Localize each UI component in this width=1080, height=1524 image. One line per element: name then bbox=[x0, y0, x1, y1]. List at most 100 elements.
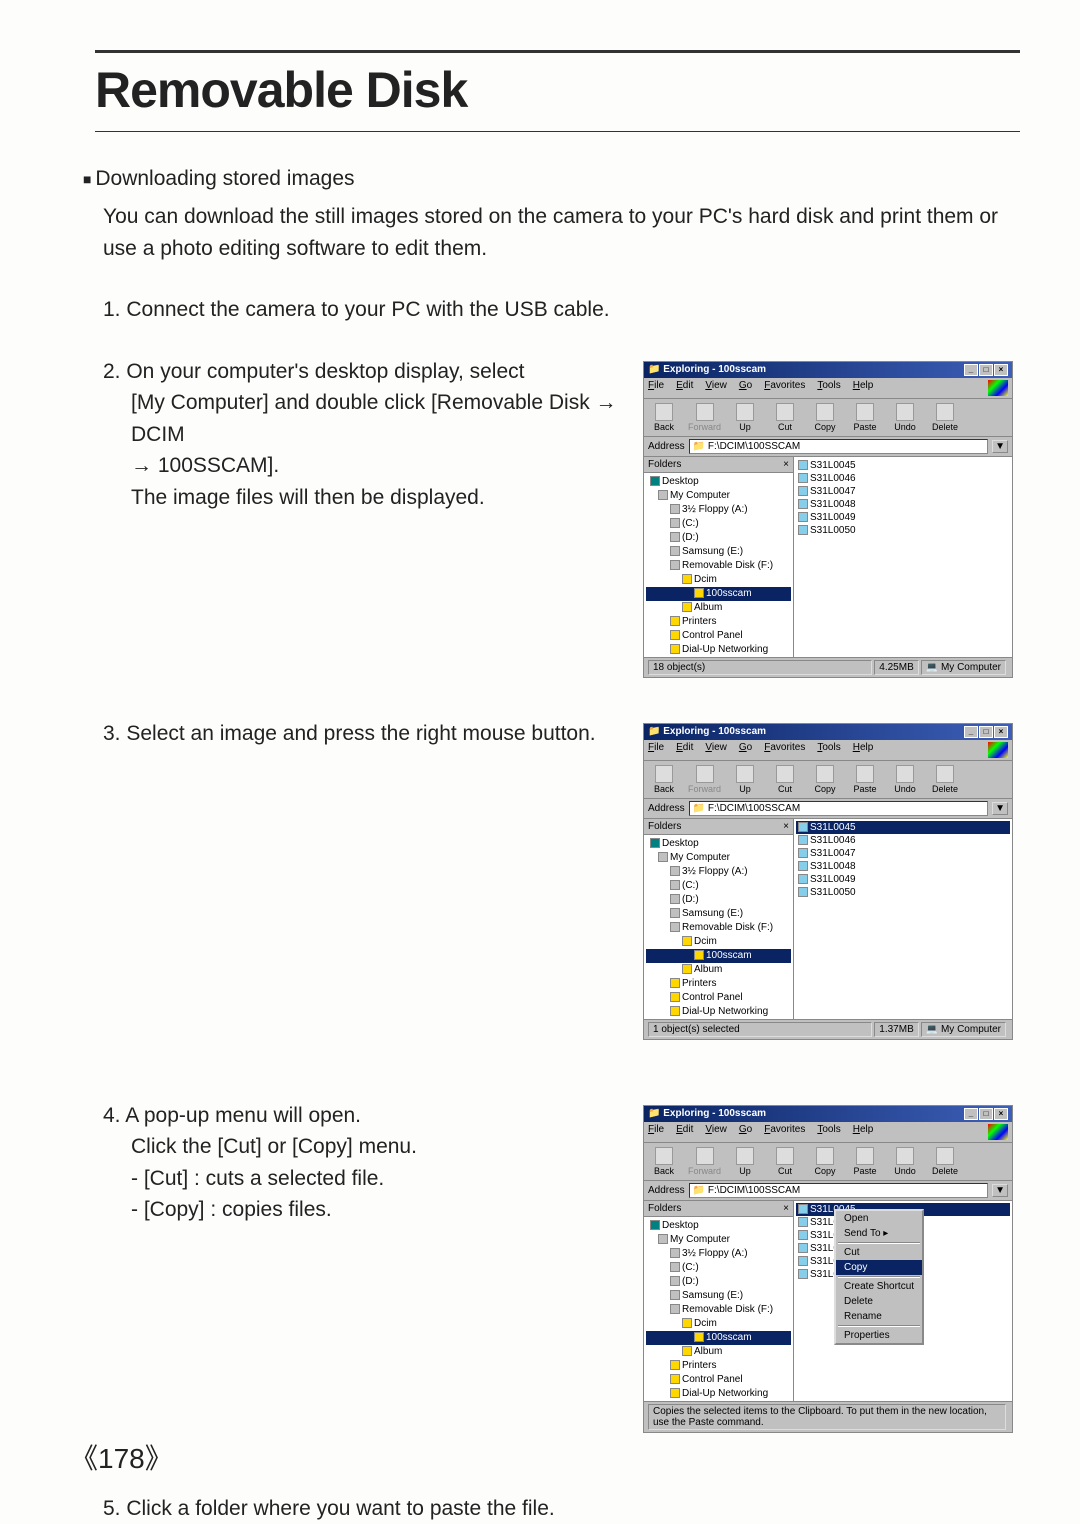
tree-item[interactable]: Dial-Up Networking bbox=[646, 643, 791, 657]
tree-item[interactable]: Dcim bbox=[646, 573, 791, 587]
tree-item[interactable]: Removable Disk (F:) bbox=[646, 1303, 791, 1317]
tree-item[interactable]: My Computer bbox=[646, 851, 791, 865]
folders-close-button[interactable]: × bbox=[783, 459, 789, 470]
tree-item[interactable]: Samsung (E:) bbox=[646, 545, 791, 559]
file-item[interactable]: S31L0046 bbox=[796, 472, 1010, 485]
menu-edit[interactable]: Edit bbox=[676, 742, 693, 758]
toolbar-back-button[interactable]: Back bbox=[648, 403, 680, 432]
context-menu-item-create-shortcut[interactable]: Create Shortcut bbox=[836, 1279, 922, 1294]
file-item[interactable]: S31L0045 bbox=[796, 821, 1010, 834]
menu-view[interactable]: View bbox=[705, 742, 727, 758]
tree-item[interactable]: 100sscam bbox=[646, 949, 791, 963]
file-item[interactable]: S31L0050 bbox=[796, 886, 1010, 899]
file-item[interactable]: S31L0048 bbox=[796, 498, 1010, 511]
tree-item[interactable]: Printers bbox=[646, 1359, 791, 1373]
tree-item[interactable]: 100sscam bbox=[646, 587, 791, 601]
toolbar-cut-button[interactable]: Cut bbox=[769, 765, 801, 794]
tree-item[interactable]: Dcim bbox=[646, 1317, 791, 1331]
menu-edit[interactable]: Edit bbox=[676, 380, 693, 396]
tree-item[interactable]: Control Panel bbox=[646, 629, 791, 643]
menu-favorites[interactable]: Favorites bbox=[764, 742, 805, 758]
maximize-button[interactable]: □ bbox=[979, 364, 993, 376]
tree-item[interactable]: Album bbox=[646, 1345, 791, 1359]
tree-item[interactable]: Desktop bbox=[646, 1219, 791, 1233]
file-item[interactable]: S31L0047 bbox=[796, 847, 1010, 860]
address-dropdown-button[interactable]: ▼ bbox=[992, 1184, 1008, 1197]
menu-help[interactable]: Help bbox=[853, 1124, 874, 1140]
minimize-button[interactable]: _ bbox=[964, 726, 978, 738]
tree-item[interactable]: Dial-Up Networking bbox=[646, 1387, 791, 1401]
file-item[interactable]: S31L0049 bbox=[796, 873, 1010, 886]
toolbar-copy-button[interactable]: Copy bbox=[809, 765, 841, 794]
tree-item[interactable]: (C:) bbox=[646, 517, 791, 531]
address-dropdown-button[interactable]: ▼ bbox=[992, 440, 1008, 453]
tree-item[interactable]: (D:) bbox=[646, 531, 791, 545]
toolbar-copy-button[interactable]: Copy bbox=[809, 1147, 841, 1176]
context-menu-item-delete[interactable]: Delete bbox=[836, 1294, 922, 1309]
tree-item[interactable]: My Computer bbox=[646, 1233, 791, 1247]
tree-item[interactable]: Control Panel bbox=[646, 1373, 791, 1387]
toolbar-up-button[interactable]: Up bbox=[729, 1147, 761, 1176]
context-menu-item-rename[interactable]: Rename bbox=[836, 1309, 922, 1324]
menu-help[interactable]: Help bbox=[853, 380, 874, 396]
toolbar-delete-button[interactable]: Delete bbox=[929, 1147, 961, 1176]
toolbar-undo-button[interactable]: Undo bbox=[889, 765, 921, 794]
maximize-button[interactable]: □ bbox=[979, 1108, 993, 1120]
close-button[interactable]: × bbox=[994, 364, 1008, 376]
context-menu-item-copy[interactable]: Copy bbox=[836, 1260, 922, 1275]
tree-item[interactable]: Album bbox=[646, 601, 791, 615]
menu-tools[interactable]: Tools bbox=[817, 380, 840, 396]
toolbar-cut-button[interactable]: Cut bbox=[769, 403, 801, 432]
context-menu-item-cut[interactable]: Cut bbox=[836, 1245, 922, 1260]
tree-item[interactable]: Samsung (E:) bbox=[646, 907, 791, 921]
tree-item[interactable]: Dcim bbox=[646, 935, 791, 949]
address-input[interactable]: 📁 F:\DCIM\100SSCAM bbox=[689, 1183, 988, 1198]
menu-favorites[interactable]: Favorites bbox=[764, 1124, 805, 1140]
menu-go[interactable]: Go bbox=[739, 380, 752, 396]
toolbar-copy-button[interactable]: Copy bbox=[809, 403, 841, 432]
tree-item[interactable]: Desktop bbox=[646, 475, 791, 489]
tree-item[interactable]: Album bbox=[646, 963, 791, 977]
tree-item[interactable]: (C:) bbox=[646, 1261, 791, 1275]
toolbar-delete-button[interactable]: Delete bbox=[929, 765, 961, 794]
menu-help[interactable]: Help bbox=[853, 742, 874, 758]
tree-item[interactable]: Removable Disk (F:) bbox=[646, 921, 791, 935]
file-item[interactable]: S31L0048 bbox=[796, 860, 1010, 873]
toolbar-back-button[interactable]: Back bbox=[648, 765, 680, 794]
tree-item[interactable]: 100sscam bbox=[646, 1331, 791, 1345]
address-input[interactable]: 📁 F:\DCIM\100SSCAM bbox=[689, 439, 988, 454]
tree-item[interactable]: (D:) bbox=[646, 893, 791, 907]
toolbar-back-button[interactable]: Back bbox=[648, 1147, 680, 1176]
tree-item[interactable]: Dial-Up Networking bbox=[646, 1005, 791, 1019]
menu-tools[interactable]: Tools bbox=[817, 742, 840, 758]
maximize-button[interactable]: □ bbox=[979, 726, 993, 738]
tree-item[interactable]: Printers bbox=[646, 615, 791, 629]
toolbar-paste-button[interactable]: Paste bbox=[849, 765, 881, 794]
menu-favorites[interactable]: Favorites bbox=[764, 380, 805, 396]
toolbar-up-button[interactable]: Up bbox=[729, 765, 761, 794]
tree-item[interactable]: Printers bbox=[646, 977, 791, 991]
menu-file[interactable]: File bbox=[648, 380, 664, 396]
toolbar-delete-button[interactable]: Delete bbox=[929, 403, 961, 432]
context-menu-item-properties[interactable]: Properties bbox=[836, 1328, 922, 1343]
tree-item[interactable]: Desktop bbox=[646, 837, 791, 851]
minimize-button[interactable]: _ bbox=[964, 1108, 978, 1120]
tree-item[interactable]: 3½ Floppy (A:) bbox=[646, 503, 791, 517]
file-item[interactable]: S31L0047 bbox=[796, 485, 1010, 498]
menu-go[interactable]: Go bbox=[739, 742, 752, 758]
menu-edit[interactable]: Edit bbox=[676, 1124, 693, 1140]
toolbar-paste-button[interactable]: Paste bbox=[849, 403, 881, 432]
menu-file[interactable]: File bbox=[648, 742, 664, 758]
close-button[interactable]: × bbox=[994, 1108, 1008, 1120]
tree-item[interactable]: My Computer bbox=[646, 489, 791, 503]
file-item[interactable]: S31L0045 bbox=[796, 459, 1010, 472]
context-menu-item-send-to[interactable]: Send To ▸ bbox=[836, 1226, 922, 1241]
file-item[interactable]: S31L0046 bbox=[796, 834, 1010, 847]
tree-item[interactable]: (D:) bbox=[646, 1275, 791, 1289]
tree-item[interactable]: Removable Disk (F:) bbox=[646, 559, 791, 573]
toolbar-cut-button[interactable]: Cut bbox=[769, 1147, 801, 1176]
menu-view[interactable]: View bbox=[705, 380, 727, 396]
address-dropdown-button[interactable]: ▼ bbox=[992, 802, 1008, 815]
menu-tools[interactable]: Tools bbox=[817, 1124, 840, 1140]
tree-item[interactable]: 3½ Floppy (A:) bbox=[646, 865, 791, 879]
